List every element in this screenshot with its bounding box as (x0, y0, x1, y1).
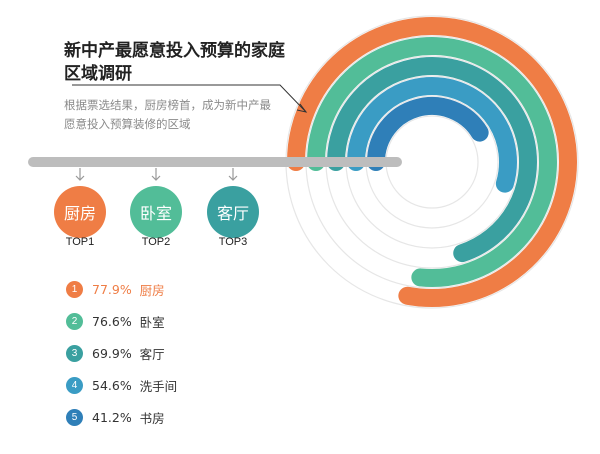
arrow-down-icon (75, 168, 85, 181)
legend-item: 3 69.9% 客厅 (66, 344, 165, 362)
legend-item: 1 77.9% 厨房 (66, 280, 165, 298)
top3-name: 客厅 (216, 204, 249, 223)
arrow-down-icon (228, 168, 238, 181)
top1-rank: TOP1 (65, 236, 95, 248)
legend-label: 卧室 (139, 314, 165, 330)
legend-percent: 41.2% (92, 409, 132, 425)
top3-rank: TOP3 (218, 236, 248, 248)
legend-number: 5 (66, 408, 83, 426)
leader-line (72, 84, 307, 113)
legend-number: 3 (66, 344, 83, 362)
legend-number: 4 (66, 376, 83, 394)
legend-label: 客厅 (139, 346, 165, 362)
arc-书房 (367, 97, 489, 171)
chart-title: 新中产最愿意投入预算的家庭区域调研 (64, 41, 285, 84)
legend-percent: 54.6% (92, 377, 132, 393)
top1-name: 厨房 (63, 204, 96, 223)
arrow-down-icon (151, 168, 161, 181)
legend-label: 书房 (139, 410, 165, 426)
legend-number: 2 (66, 312, 83, 330)
top2-name: 卧室 (139, 204, 172, 223)
legend-label: 洗手间 (139, 378, 178, 394)
legend-percent: 76.6% (92, 313, 132, 329)
arc-厨房 (287, 17, 577, 307)
legend-percent: 69.9% (92, 345, 132, 361)
legend-item: 2 76.6% 卧室 (66, 312, 165, 330)
legend-item: 5 41.2% 书房 (66, 408, 165, 426)
top1-badge: 厨房 (54, 186, 106, 238)
arc-客厅 (327, 57, 537, 263)
chart-subtitle: 根据票选结果，厨房榜首，成为新中产最愿意投入预算装修的区域 (64, 98, 271, 131)
arc-洗手间 (347, 77, 517, 193)
top2-rank: TOP2 (141, 236, 171, 248)
legend-label: 厨房 (139, 282, 165, 298)
top2-badge: 卧室 (130, 186, 182, 238)
arrow-head-icon (296, 103, 308, 113)
top3-badge: 客厅 (207, 186, 259, 238)
legend-percent: 77.9% (92, 281, 132, 297)
baseline-bar (28, 157, 402, 167)
legend-number: 1 (66, 280, 83, 298)
arc-卧室 (307, 37, 557, 287)
legend-item: 4 54.6% 洗手间 (66, 376, 177, 394)
